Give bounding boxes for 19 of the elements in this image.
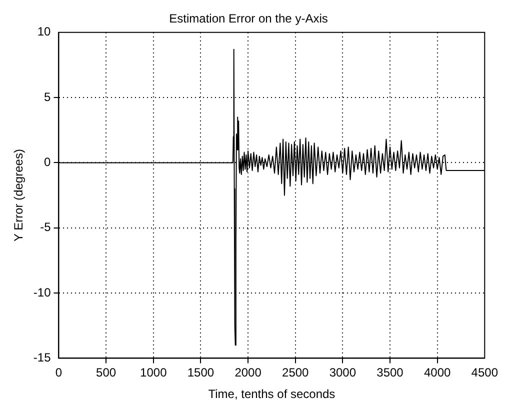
x-tick-label: 3000	[329, 366, 356, 380]
x-tick-label: 500	[96, 366, 116, 380]
x-tick-label: 3500	[376, 366, 404, 380]
y-tick-label: 0	[44, 155, 52, 170]
x-axis-title: Time, tenths of seconds	[208, 387, 336, 402]
y-tick-label: -10	[33, 285, 52, 300]
x-tick-label: 2500	[282, 366, 310, 380]
chart-title: Estimation Error on the y-Axis	[169, 12, 328, 26]
y-tick-label: -15	[33, 350, 52, 365]
x-tick-label: 4500	[471, 366, 498, 380]
x-tick-label: 1500	[187, 366, 214, 380]
y-tick-label: 10	[37, 24, 52, 39]
x-tick-label: 4000	[424, 366, 451, 380]
y-tick-label: -5	[40, 220, 52, 234]
x-tick-label: 0	[55, 366, 62, 380]
y-tick-label: 5	[44, 90, 52, 104]
x-tick-label: 2000	[234, 366, 262, 380]
x-tick-label: 1000	[140, 366, 168, 380]
y-axis-title: Y Error (degrees)	[12, 149, 26, 242]
